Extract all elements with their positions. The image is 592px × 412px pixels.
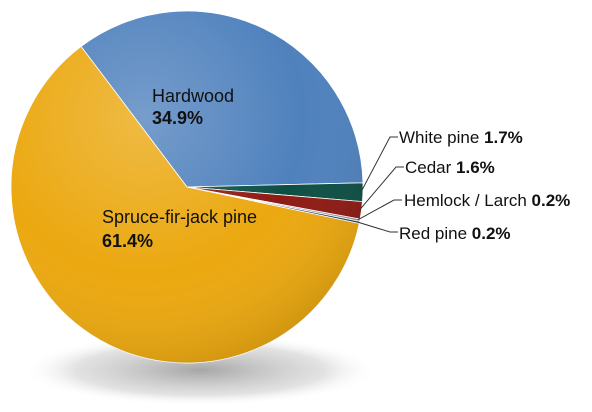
label-white-pine: White pine 1.7% xyxy=(399,128,523,147)
label-red-pine-value: 0.2% xyxy=(472,224,511,243)
label-spruce: Spruce-fir-jack pine 61.4% xyxy=(102,207,262,251)
label-white-pine-value: 1.7% xyxy=(484,128,523,147)
leader-line-white-pine xyxy=(360,136,398,193)
label-hemlock-larch: Hemlock / Larch 0.2% xyxy=(404,191,570,210)
label-hemlock-larch-name: Hemlock / Larch xyxy=(404,191,532,210)
label-red-pine: Red pine 0.2% xyxy=(399,224,511,243)
leader-line-red-pine xyxy=(357,221,398,233)
pie-slices xyxy=(10,10,364,364)
label-hardwood-name: Hardwood xyxy=(152,86,234,106)
label-hardwood-value: 34.9% xyxy=(152,108,203,128)
label-spruce-name: Spruce-fir-jack pine xyxy=(102,207,257,227)
label-cedar: Cedar 1.6% xyxy=(405,158,495,177)
leader-line-hemlock-larch xyxy=(357,199,402,221)
label-hemlock-larch-value: 0.2% xyxy=(532,191,571,210)
label-red-pine-name: Red pine xyxy=(399,224,472,243)
label-spruce-value: 61.4% xyxy=(102,231,153,251)
leader-line-cedar xyxy=(359,166,404,211)
leader-lines xyxy=(357,136,404,233)
label-hardwood: Hardwood 34.9% xyxy=(152,86,239,128)
label-white-pine-name: White pine xyxy=(399,128,484,147)
label-cedar-name: Cedar xyxy=(405,158,456,177)
label-cedar-value: 1.6% xyxy=(456,158,495,177)
